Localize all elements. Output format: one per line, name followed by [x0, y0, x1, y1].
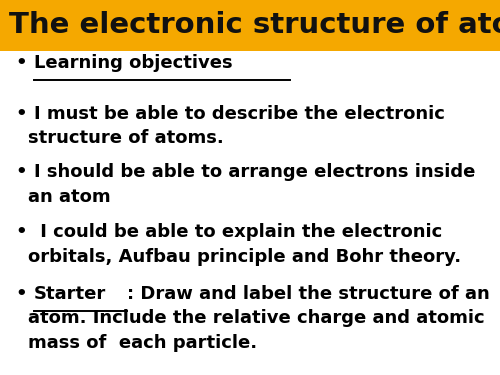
Text: : Draw and label the structure of an: : Draw and label the structure of an	[127, 285, 490, 303]
FancyBboxPatch shape	[0, 0, 500, 51]
Text: mass of  each particle.: mass of each particle.	[28, 334, 256, 352]
Text: •: •	[15, 285, 26, 303]
Text: I must be able to describe the electronic: I must be able to describe the electroni…	[34, 105, 445, 123]
Text: I could be able to explain the electronic: I could be able to explain the electroni…	[34, 223, 442, 241]
Text: •: •	[15, 163, 26, 181]
Text: Learning objectives: Learning objectives	[34, 54, 232, 72]
Text: •: •	[15, 54, 26, 72]
Text: •: •	[15, 223, 26, 241]
Text: atom. Include the relative charge and atomic: atom. Include the relative charge and at…	[28, 309, 484, 327]
Text: The electronic structure of atoms: The electronic structure of atoms	[9, 11, 500, 39]
Text: •: •	[15, 105, 26, 123]
Text: orbitals, Aufbau principle and Bohr theory.: orbitals, Aufbau principle and Bohr theo…	[28, 248, 460, 266]
Text: an atom: an atom	[28, 188, 110, 206]
Text: Starter: Starter	[34, 285, 106, 303]
Text: I should be able to arrange electrons inside: I should be able to arrange electrons in…	[34, 163, 476, 181]
Text: structure of atoms.: structure of atoms.	[28, 129, 223, 147]
